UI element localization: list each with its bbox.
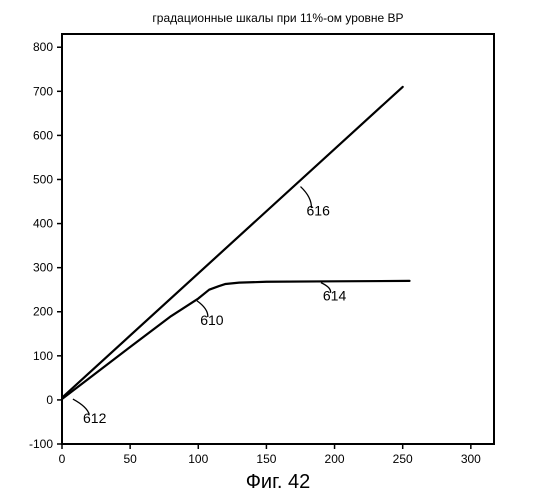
annotation-label-610: 610: [200, 312, 224, 328]
x-tick-label: 300: [461, 452, 481, 466]
y-tick-label: 400: [33, 217, 53, 231]
figure-caption: Фиг. 42: [246, 471, 311, 493]
y-tick-label: -100: [29, 437, 53, 451]
annotation-label-614: 614: [323, 288, 347, 304]
y-tick-label: 0: [46, 393, 53, 407]
annotation-label-616: 616: [307, 203, 331, 219]
y-tick-label: 300: [33, 261, 53, 275]
x-tick-label: 0: [59, 452, 66, 466]
y-tick-label: 200: [33, 305, 53, 319]
line-chart: градационные шкалы при 11%-ом уровне ВР -…: [0, 0, 533, 500]
chart-title: градационные шкалы при 11%-ом уровне ВР: [152, 11, 403, 25]
x-tick-label: 250: [393, 452, 413, 466]
annotation-label-612: 612: [83, 410, 107, 426]
x-tick-label: 200: [325, 452, 345, 466]
y-tick-label: 600: [33, 128, 53, 142]
y-tick-label: 800: [33, 40, 53, 54]
y-tick-label: 500: [33, 172, 53, 186]
y-tick-label: 700: [33, 84, 53, 98]
y-tick-label: 100: [33, 349, 53, 363]
x-tick-label: 150: [256, 452, 276, 466]
x-tick-label: 50: [123, 452, 137, 466]
x-tick-label: 100: [188, 452, 208, 466]
